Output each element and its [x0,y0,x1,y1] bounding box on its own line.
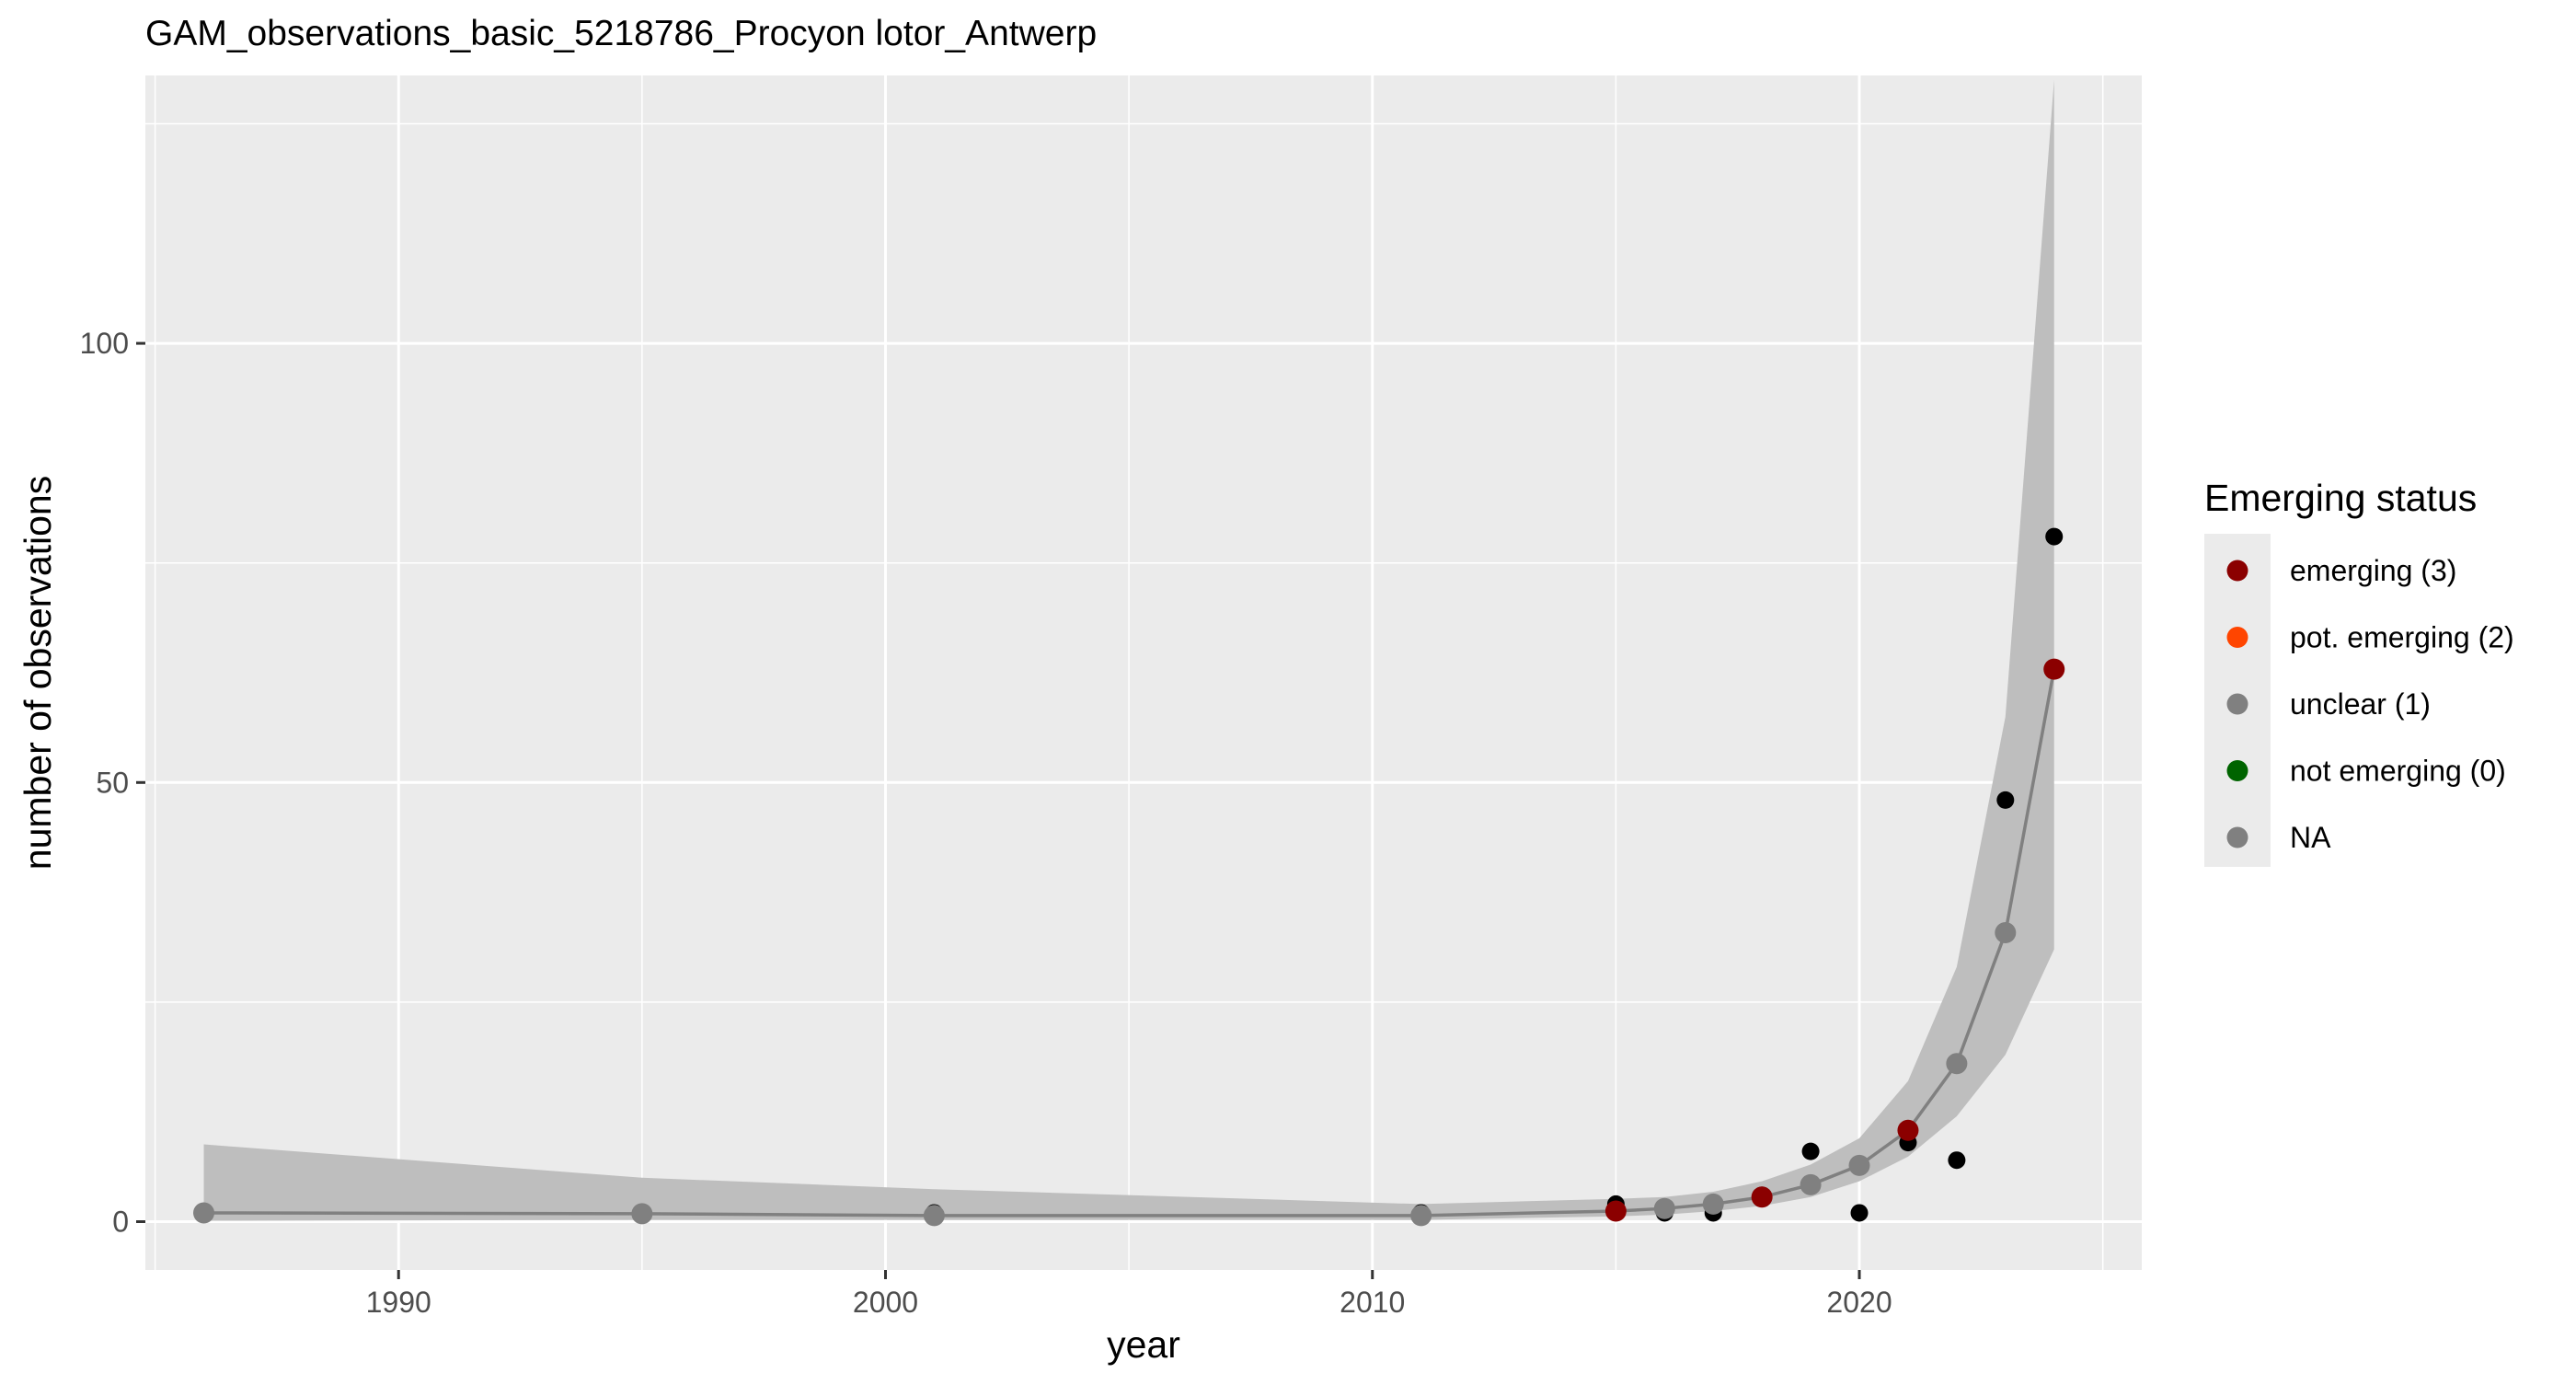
legend-key [2226,826,2248,848]
fit-line-layer [203,668,2056,1218]
observed-point [2045,527,2064,546]
fitted-point [1653,1197,1675,1219]
legend-key [2226,560,2248,582]
chart-title: GAM_observations_basic_5218786_Procyon l… [145,14,1097,53]
fitted-point [1702,1193,1724,1215]
legend-label: unclear (1) [2290,687,2431,721]
observed-point [1996,791,2015,809]
legend: Emerging status emerging (3) pot. emergin… [2204,477,2514,867]
observed-point [1948,1151,1966,1170]
x-tick-label: 2010 [1340,1286,1405,1319]
fitted-point [193,1202,215,1224]
fit-line [203,668,2056,1218]
x-axis-title: year [1107,1323,1180,1366]
grid-lines [145,75,2142,1270]
legend-key [2226,693,2248,715]
y-tick-label: 100 [80,327,129,360]
fitted-point [1751,1186,1773,1208]
legend-key [2226,760,2248,781]
points-layer [193,527,2065,1227]
legend-label: NA [2290,821,2331,854]
observed-point [1850,1204,1869,1222]
plot-panel [145,75,2142,1270]
y-tick-label: 0 [112,1206,129,1239]
x-tick-label: 1990 [366,1286,431,1319]
legend-title: Emerging status [2204,477,2477,519]
observed-point [1801,1142,1820,1160]
fitted-point [1995,922,2017,944]
fitted-point [1604,1200,1627,1222]
y-axis-title: number of observations [17,476,59,870]
axes: 1990 2000 2010 2020 0 50 100 [80,327,1892,1319]
legend-entries: emerging (3) pot. emerging (2) unclear (1)… [2226,554,2514,854]
fitted-point [2043,658,2065,680]
legend-label: pot. emerging (2) [2290,621,2514,654]
legend-key [2226,627,2248,648]
fitted-point [1848,1154,1870,1176]
fitted-point [631,1203,653,1225]
fitted-point [1946,1053,1968,1075]
y-tick-label: 50 [96,766,129,799]
fitted-point [1410,1205,1432,1227]
fitted-point [1897,1119,1919,1141]
fitted-point [923,1205,945,1227]
legend-label: not emerging (0) [2290,755,2506,788]
fitted-point [1800,1173,1822,1195]
x-tick-label: 2000 [853,1286,918,1319]
x-tick-label: 2020 [1826,1286,1892,1319]
legend-label: emerging (3) [2290,554,2456,587]
